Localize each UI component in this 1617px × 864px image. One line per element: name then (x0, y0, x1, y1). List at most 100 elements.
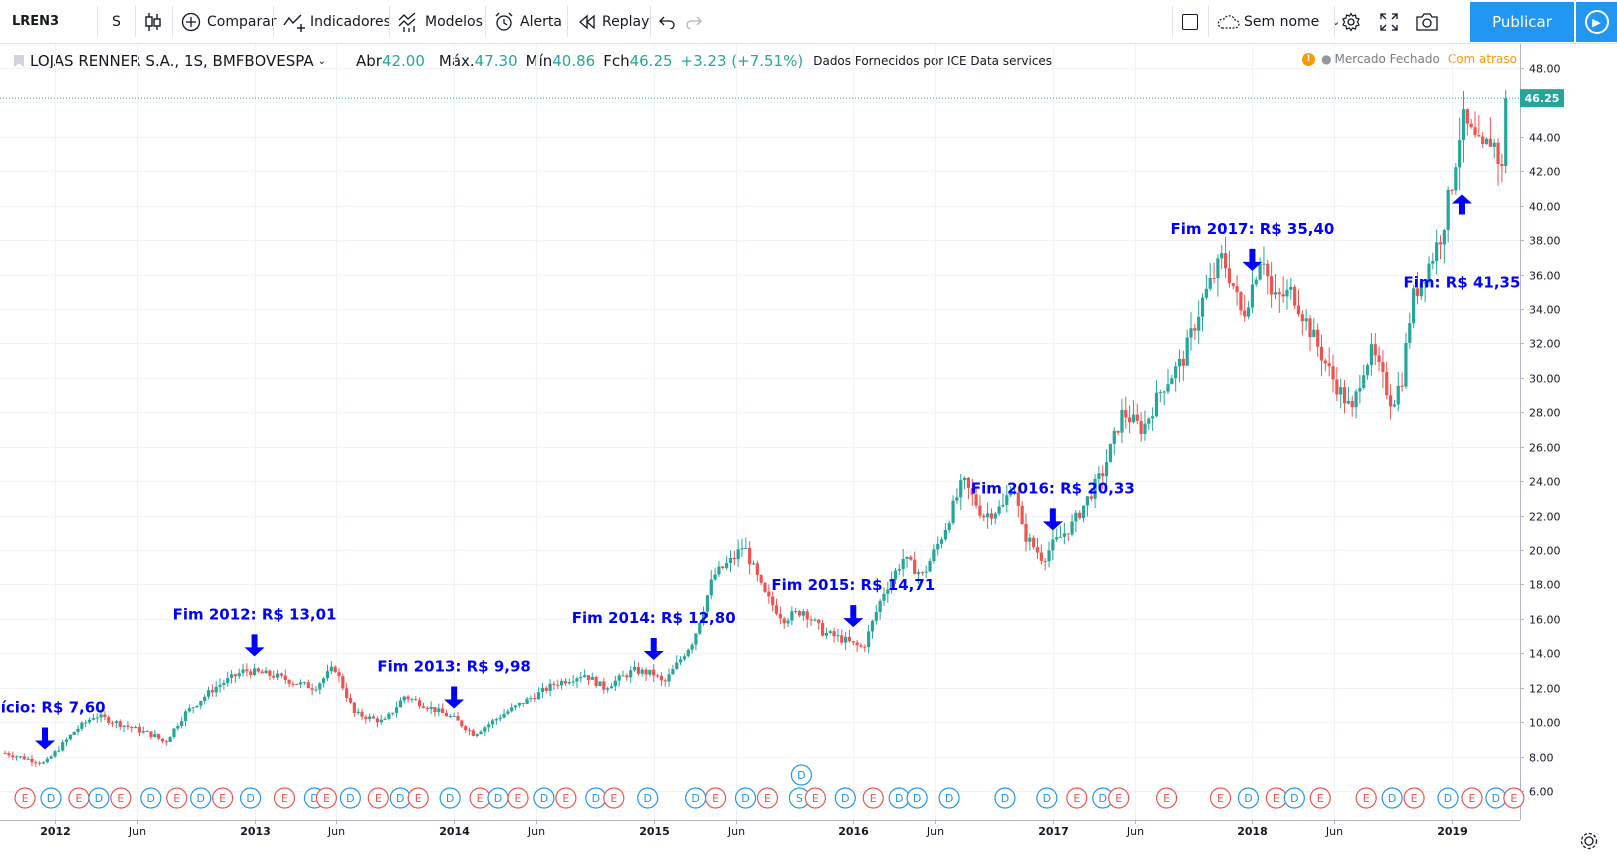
earnings-marker[interactable]: E (1403, 787, 1425, 809)
redo-button[interactable] (686, 0, 702, 43)
chart-style-button[interactable] (143, 0, 163, 43)
dividend-marker[interactable]: D (239, 787, 262, 809)
earnings-marker[interactable]: E (1066, 787, 1088, 809)
templates-button[interactable]: Modelos (398, 0, 483, 43)
dividend-marker[interactable]: D (834, 787, 856, 809)
earnings-marker[interactable]: E (804, 787, 826, 809)
candle (640, 667, 644, 677)
earnings-marker[interactable]: E (367, 787, 389, 809)
replay-play-button[interactable]: ▶ (1576, 2, 1617, 42)
dividend-marker[interactable]: D (1485, 787, 1507, 809)
candle-body (782, 618, 786, 624)
dividend-marker[interactable]: D (888, 787, 910, 809)
earnings-marker[interactable]: E (315, 787, 338, 809)
chart-annotations: Início: R$ 7,60 Fim 2012: R$ 13,01 Fim 201… (0, 194, 1520, 750)
dividend-marker[interactable]: D (734, 787, 757, 809)
indicators-button[interactable]: Indicadores (283, 0, 391, 43)
candle-body (1212, 278, 1216, 280)
earnings-marker[interactable]: E (1503, 787, 1525, 809)
candle-body (886, 589, 890, 594)
candle (84, 720, 88, 728)
candle-body (1177, 358, 1182, 367)
dividend-marker[interactable]: D (994, 787, 1016, 809)
undo-button[interactable] (659, 0, 675, 43)
compare-button[interactable]: Comparar (181, 0, 277, 43)
earnings-marker[interactable]: E (1461, 787, 1483, 809)
warning-icon[interactable]: ! (1302, 52, 1316, 66)
dividend-marker[interactable]: D (585, 787, 607, 809)
earnings-marker[interactable]: E (14, 787, 36, 809)
expand-button[interactable] (1380, 0, 1398, 43)
earnings-marker[interactable]: E (507, 787, 529, 809)
dividend-marker[interactable]: D (938, 787, 960, 809)
dividend-marker[interactable]: D (1283, 787, 1305, 809)
gear-icon (1584, 836, 1594, 846)
interval-selector[interactable]: S (112, 13, 121, 30)
alert-button[interactable]: Alerta (494, 0, 562, 43)
dividend-marker[interactable]: D (190, 787, 212, 809)
dividend-marker[interactable]: D (790, 764, 812, 786)
candle-body (375, 718, 379, 723)
earnings-marker[interactable]: E (1156, 787, 1178, 809)
dividend-marker[interactable]: D (906, 787, 928, 809)
dividend-marker[interactable]: D (140, 787, 162, 809)
axis-settings-button[interactable] (1580, 832, 1598, 850)
symbol-title[interactable]: LOJAS RENNER S.A., 1S, BMFBOVESPA (30, 52, 314, 70)
candle-body (1243, 310, 1247, 317)
candle (172, 728, 176, 740)
earnings-marker[interactable]: E (166, 787, 188, 809)
earnings-marker[interactable]: E (110, 787, 132, 809)
snapshot-button[interactable] (1416, 0, 1438, 43)
candle (210, 684, 214, 697)
dividend-marker[interactable]: D (1237, 787, 1260, 809)
earnings-marker[interactable]: E (1108, 787, 1130, 809)
settings-button[interactable] (1341, 0, 1361, 43)
candle-body (640, 669, 644, 674)
earnings-marker[interactable]: E (704, 787, 727, 809)
earnings-marker[interactable]: E (555, 787, 577, 809)
candle-body (203, 696, 207, 701)
candle-body (1131, 414, 1136, 423)
earnings-marker[interactable]: E (603, 787, 625, 809)
candle (1404, 332, 1408, 389)
earnings-marker[interactable]: E (68, 787, 90, 809)
layout-name-dropdown[interactable]: Sem nome ⌄ (1216, 0, 1341, 43)
earnings-marker[interactable]: E (212, 787, 234, 809)
fullscreen-toggle[interactable] (1182, 0, 1198, 43)
earnings-marker[interactable]: E (862, 787, 884, 809)
earnings-marker[interactable]: E (1265, 787, 1287, 809)
dividend-marker[interactable]: D (1036, 787, 1058, 809)
earnings-marker[interactable]: E (1309, 787, 1331, 809)
dividend-marker[interactable]: D (1381, 787, 1403, 809)
earnings-marker[interactable]: E (1209, 787, 1232, 809)
candle-body (1469, 123, 1473, 128)
dividend-marker[interactable]: D (40, 787, 62, 809)
event-marker-circle (1066, 787, 1088, 809)
candle-body (1024, 523, 1028, 542)
dividend-marker[interactable]: D (1437, 787, 1459, 809)
candle (705, 594, 710, 618)
replay-button[interactable]: Replay (578, 0, 649, 43)
earnings-marker[interactable]: E (407, 787, 429, 809)
earnings-marker[interactable]: E (469, 787, 491, 809)
dividend-marker[interactable]: D (439, 787, 461, 809)
candle (786, 617, 790, 628)
candle-body (947, 523, 951, 530)
dividend-marker[interactable]: D (685, 787, 707, 809)
dividend-marker[interactable]: D (339, 787, 361, 809)
earnings-marker[interactable]: E (756, 787, 779, 809)
candle (855, 639, 859, 653)
candle (356, 708, 360, 715)
dividend-marker[interactable]: D (389, 787, 411, 809)
dividend-marker[interactable]: D (637, 787, 659, 809)
earnings-marker[interactable]: E (273, 787, 296, 809)
candle (575, 676, 579, 688)
dividend-marker[interactable]: D (533, 787, 555, 809)
symbol-search[interactable]: LREN3 (12, 14, 60, 29)
dividend-marker[interactable]: D (88, 787, 110, 809)
earnings-marker[interactable]: E (1355, 787, 1377, 809)
publish-button[interactable]: Publicar (1470, 2, 1574, 42)
dividend-marker[interactable]: D (487, 787, 509, 809)
price-chart[interactable]: 6.00 8.00 10.00 12.00 14.00 16.00 18.00 20.00 22… (0, 44, 1617, 864)
candle-body (441, 708, 445, 713)
